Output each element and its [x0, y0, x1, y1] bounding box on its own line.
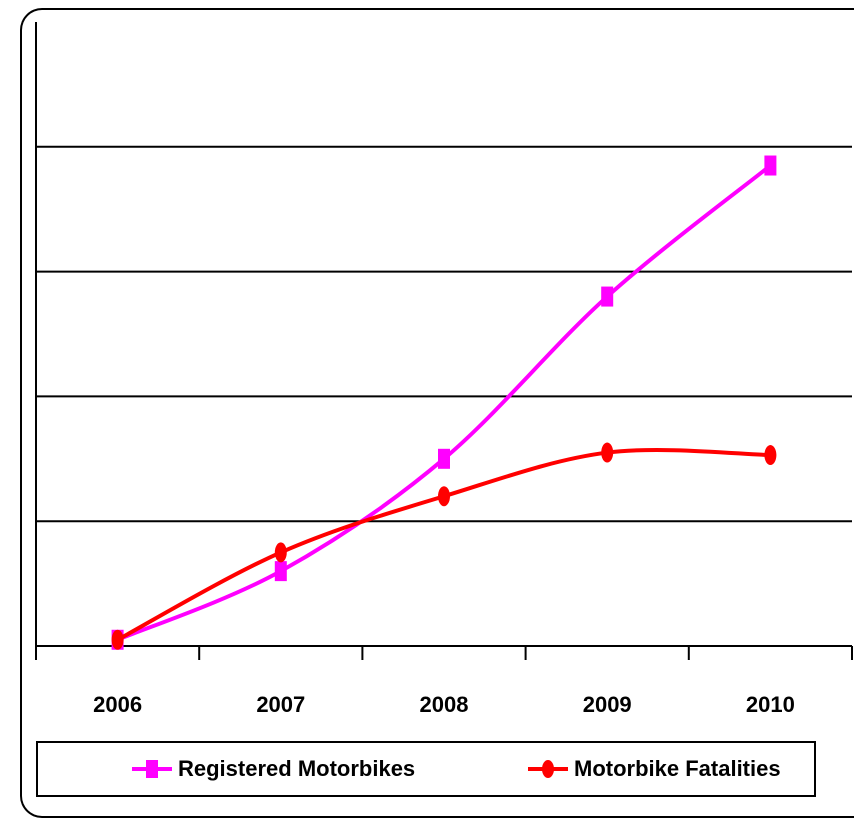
- point-motorbike-fatalities-2008: [438, 486, 450, 507]
- series-line-registered-motorbikes: [116, 163, 772, 642]
- x-tick-label-2008: 2008: [420, 692, 469, 717]
- point-registered-motorbikes-2008: [438, 448, 450, 469]
- x-tick-label-2010: 2010: [746, 692, 795, 717]
- chart-legend: Registered Motorbikes Motorbike Fataliti…: [36, 741, 816, 797]
- point-registered-motorbikes-2010: [764, 155, 777, 176]
- legend-entry-registered-motorbikes: Registered Motorbikes: [130, 743, 415, 795]
- point-motorbike-fatalities-2010: [764, 445, 777, 466]
- legend-label-registered-motorbikes: Registered Motorbikes: [178, 756, 416, 781]
- point-registered-motorbikes-2007: [274, 561, 287, 582]
- point-motorbike-fatalities-2009: [601, 442, 614, 463]
- x-tick-label-2009: 2009: [583, 692, 632, 717]
- legend-swatch-registered-motorbikes: [132, 760, 172, 778]
- point-motorbike-fatalities-2007: [274, 542, 287, 563]
- chart-frame: [20, 8, 854, 818]
- legend-label-motorbike-fatalities: Motorbike Fatalities: [574, 756, 781, 781]
- x-tick-label-2007: 2007: [256, 692, 305, 717]
- chart-plot: 2006 2007 2008 2009 2010: [35, 22, 853, 717]
- point-motorbike-fatalities-2006: [111, 629, 124, 650]
- point-registered-motorbikes-2009: [601, 286, 614, 307]
- legend-swatch-motorbike-fatalities: [528, 760, 568, 778]
- legend-entry-motorbike-fatalities: Motorbike Fatalities: [526, 743, 781, 795]
- x-tick-label-2006: 2006: [93, 692, 142, 717]
- series-line-motorbike-fatalities: [116, 448, 771, 642]
